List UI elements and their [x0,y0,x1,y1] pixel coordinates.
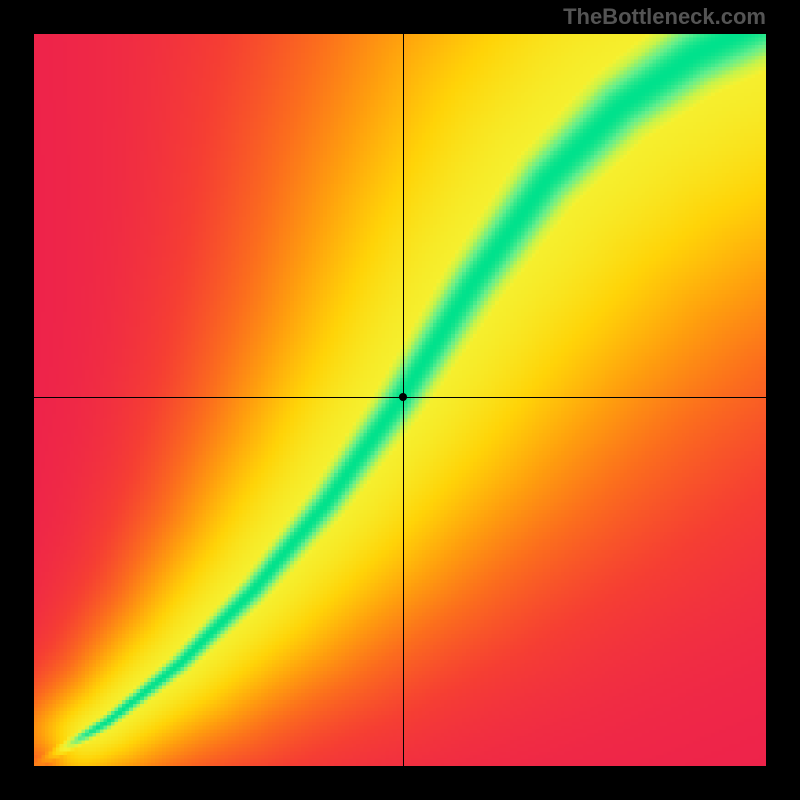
chart-frame: TheBottleneck.com [0,0,800,800]
heatmap-plot [34,34,766,766]
attribution-label: TheBottleneck.com [563,4,766,30]
selection-marker [399,393,407,401]
